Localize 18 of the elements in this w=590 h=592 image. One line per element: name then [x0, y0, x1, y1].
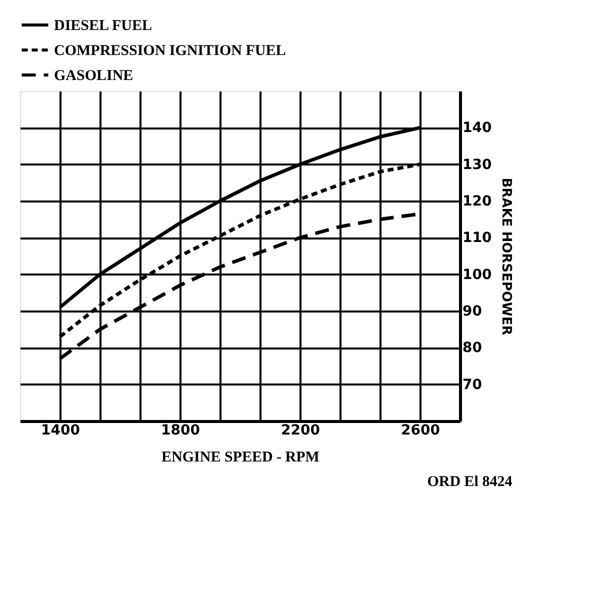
x-tick-label: 1400	[41, 422, 80, 438]
y-tick-label: 100	[462, 266, 492, 283]
legend-label: GASOLINE	[54, 68, 134, 84]
y-tick-label: 90	[462, 304, 482, 320]
y-tick-label: 80	[462, 340, 482, 356]
x-tick-label: 2600	[401, 422, 440, 438]
y-tick-label: 140	[462, 120, 492, 136]
y-tick-label: 110	[462, 230, 492, 246]
y-tick-label: 70	[462, 376, 482, 393]
legend-label: DIESEL FUEL	[54, 18, 152, 34]
y-axis-title: BRAKE HORSEPOWER	[498, 178, 514, 336]
y-tick-label: 130	[462, 156, 492, 173]
text: ORD El 8424	[427, 474, 513, 490]
x-tick-label: 2200	[281, 422, 320, 438]
x-tick-label: 1800	[161, 422, 200, 438]
x-axis-title: ENGINE SPEED - RPM	[162, 450, 320, 466]
y-tick-label: 120	[462, 194, 492, 210]
legend-label: COMPRESSION IGNITION FUEL	[54, 43, 286, 59]
